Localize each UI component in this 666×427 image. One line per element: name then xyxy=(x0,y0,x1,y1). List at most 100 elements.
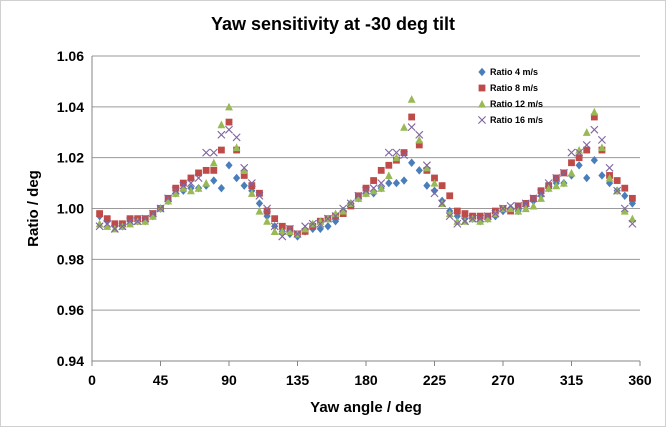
data-point xyxy=(103,222,112,230)
x-marker-stroke xyxy=(506,201,515,210)
x-marker-stroke xyxy=(301,222,310,231)
x-marker-stroke xyxy=(179,181,188,190)
data-point xyxy=(362,186,370,195)
x-marker-stroke xyxy=(346,199,355,208)
data-point xyxy=(392,148,401,157)
data-point xyxy=(567,148,576,157)
y-tick-label: 1.06 xyxy=(57,48,84,64)
data-point xyxy=(620,204,629,213)
data-point xyxy=(415,135,424,144)
x-marker-stroke xyxy=(559,168,568,177)
data-point xyxy=(240,166,249,174)
x-marker-stroke xyxy=(537,189,546,198)
x-marker-stroke xyxy=(110,224,119,233)
x-marker-stroke xyxy=(263,204,272,213)
data-point xyxy=(255,191,264,200)
data-point xyxy=(453,217,462,225)
x-marker-stroke xyxy=(430,189,439,198)
data-point xyxy=(194,184,203,192)
data-point xyxy=(263,211,271,221)
x-marker-stroke xyxy=(255,191,264,200)
data-point xyxy=(438,199,447,208)
data-point xyxy=(598,143,606,152)
x-marker-stroke xyxy=(521,199,530,208)
x-tick-label: 45 xyxy=(153,372,169,388)
data-point xyxy=(575,154,583,162)
data-point xyxy=(552,174,561,182)
data-point xyxy=(186,179,195,188)
legend-marker xyxy=(478,99,486,108)
data-point xyxy=(423,181,431,190)
data-point xyxy=(400,149,408,156)
data-point xyxy=(559,168,568,177)
data-point xyxy=(514,206,523,215)
x-tick-label: 315 xyxy=(560,372,584,388)
data-point xyxy=(521,204,530,213)
data-point xyxy=(552,181,561,190)
data-point xyxy=(232,133,241,142)
data-point xyxy=(263,207,271,215)
x-marker-stroke xyxy=(156,204,165,213)
data-point xyxy=(339,204,348,213)
data-point xyxy=(476,217,485,225)
x-marker-stroke xyxy=(323,214,332,223)
data-point xyxy=(126,215,134,223)
x-marker-stroke xyxy=(202,148,211,157)
data-point xyxy=(232,143,241,152)
x-marker-stroke xyxy=(468,214,477,223)
x-marker-stroke xyxy=(422,161,431,170)
data-point xyxy=(590,125,599,134)
data-point xyxy=(453,219,462,228)
x-marker-stroke xyxy=(392,148,401,157)
x-marker-stroke xyxy=(582,140,591,149)
data-point xyxy=(194,174,203,182)
data-point xyxy=(529,201,538,210)
x-marker-stroke xyxy=(316,219,325,228)
data-point xyxy=(407,123,416,132)
data-point xyxy=(247,179,256,188)
y-tick-label: 0.96 xyxy=(57,302,84,318)
legend-marker xyxy=(478,84,486,92)
data-point xyxy=(468,214,477,223)
data-point xyxy=(362,184,370,192)
y-tick-label: 0.98 xyxy=(57,251,84,267)
data-point xyxy=(431,174,438,182)
data-point xyxy=(111,220,119,228)
y-tick-label: 0.94 xyxy=(57,353,84,369)
data-point xyxy=(225,161,233,170)
data-point xyxy=(377,179,386,188)
x-marker-stroke xyxy=(118,222,127,231)
data-point xyxy=(308,219,317,228)
data-point xyxy=(438,182,446,190)
data-point xyxy=(118,222,127,231)
data-point xyxy=(263,217,271,225)
data-point xyxy=(126,217,135,226)
data-point xyxy=(461,210,469,217)
data-point xyxy=(270,222,279,231)
x-marker-stroke xyxy=(232,133,241,142)
data-point xyxy=(316,219,325,228)
data-point xyxy=(225,125,233,134)
x-marker-stroke xyxy=(194,174,203,182)
data-point xyxy=(384,148,393,157)
data-point xyxy=(187,186,195,195)
x-marker-stroke xyxy=(369,184,378,193)
x-marker-stroke xyxy=(278,232,287,241)
x-tick-label: 0 xyxy=(88,372,96,388)
data-point xyxy=(567,168,576,177)
data-point xyxy=(248,182,256,190)
data-point xyxy=(285,227,294,235)
data-point xyxy=(407,95,416,103)
data-point xyxy=(605,163,614,172)
x-marker-stroke xyxy=(605,163,614,172)
data-point xyxy=(583,173,591,183)
chart-title: Yaw sensitivity at -30 deg tilt xyxy=(210,14,456,34)
data-point xyxy=(339,206,348,215)
data-point xyxy=(506,201,515,210)
x-marker-stroke xyxy=(209,148,218,157)
data-point xyxy=(209,148,218,157)
data-point xyxy=(453,211,461,221)
x-marker-stroke xyxy=(164,194,173,203)
x-marker-stroke xyxy=(483,212,492,221)
